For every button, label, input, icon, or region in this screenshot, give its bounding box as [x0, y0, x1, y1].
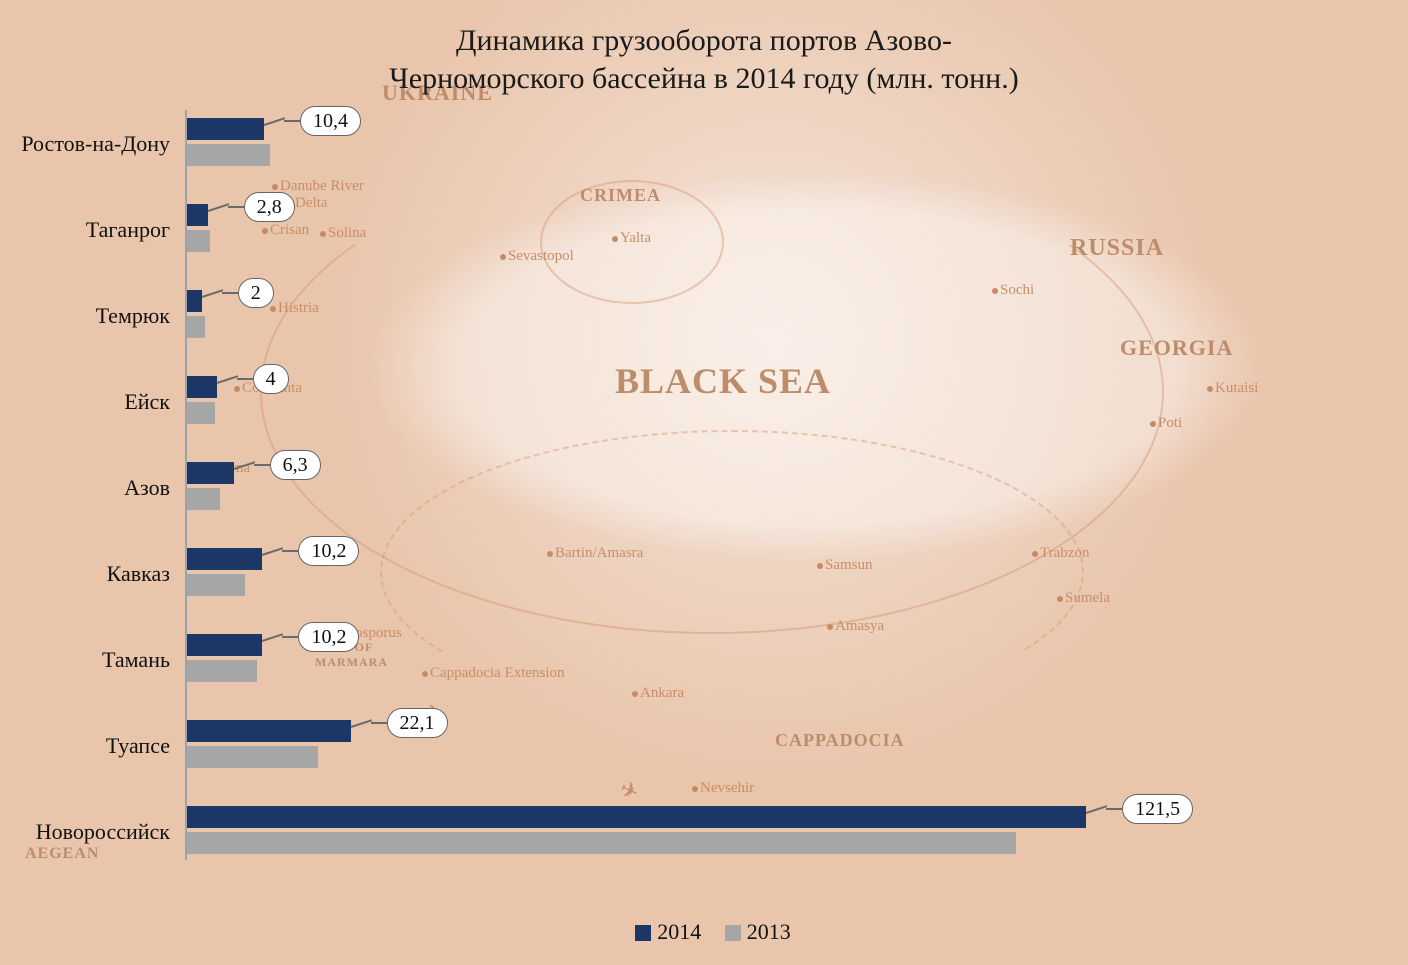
bar-2013 — [187, 574, 245, 596]
category-label: Новороссийск — [36, 819, 170, 845]
bar-2014 — [187, 204, 208, 226]
value-label: 10,2 — [298, 622, 359, 652]
bar-2014 — [187, 806, 1086, 828]
chart-row: Ростов-на-Дону10,4 — [185, 110, 1385, 178]
chart-row: Новороссийск121,5 — [185, 798, 1385, 866]
leader-line — [207, 203, 229, 212]
leader-line — [201, 289, 223, 298]
value-label: 2 — [238, 278, 274, 308]
bar-2014 — [187, 634, 262, 656]
leader-line — [264, 117, 286, 126]
bar-2014 — [187, 376, 217, 398]
bar-2013 — [187, 746, 318, 768]
legend-swatch-2014 — [635, 925, 651, 941]
chart-row: Тамань10,2 — [185, 626, 1385, 694]
bar-chart: Ростов-на-Дону10,4 Таганрог2,8 Темрюк2 Ейск… — [185, 110, 1385, 860]
category-label: Ейск — [124, 389, 170, 415]
chart-row: Таганрог2,8 — [185, 196, 1385, 264]
bar-2013 — [187, 144, 270, 166]
category-label: Азов — [124, 475, 170, 501]
chart-row: Ейск4 — [185, 368, 1385, 436]
bar-2013 — [187, 488, 220, 510]
leader-line — [1086, 805, 1108, 814]
bar-2014 — [187, 462, 234, 484]
leader-line — [350, 719, 372, 728]
legend-label-2013: 2013 — [747, 919, 791, 944]
leader-line — [233, 461, 255, 470]
chart-row: Темрюк2 — [185, 282, 1385, 350]
chart-row: Кавказ10,2 — [185, 540, 1385, 608]
category-label: Тамань — [102, 647, 170, 673]
category-label: Таганрог — [86, 217, 170, 243]
value-label: 121,5 — [1122, 794, 1193, 824]
leader-line — [262, 547, 284, 556]
leader-line — [254, 464, 272, 466]
leader-line — [237, 378, 255, 380]
bar-2013 — [187, 832, 1016, 854]
value-label: 4 — [253, 364, 289, 394]
category-label: Ростов-на-Дону — [21, 131, 170, 157]
legend-swatch-2013 — [725, 925, 741, 941]
category-label: Темрюк — [96, 303, 170, 329]
value-label: 10,2 — [298, 536, 359, 566]
bar-2014 — [187, 290, 202, 312]
value-label: 6,3 — [270, 450, 321, 480]
bar-2013 — [187, 230, 210, 252]
value-label: 10,4 — [300, 106, 361, 136]
legend-label-2014: 2014 — [657, 919, 701, 944]
legend: 2014 2013 — [0, 919, 1408, 945]
bar-2013 — [187, 660, 257, 682]
leader-line — [216, 375, 238, 384]
category-label: Туапсе — [106, 733, 170, 759]
bar-2014 — [187, 118, 264, 140]
bar-2013 — [187, 316, 205, 338]
bar-2014 — [187, 548, 262, 570]
value-label: 22,1 — [387, 708, 448, 738]
bar-2014 — [187, 720, 351, 742]
leader-line — [371, 722, 389, 724]
category-label: Кавказ — [107, 561, 170, 587]
value-label: 2,8 — [244, 192, 295, 222]
chart-row: Туапсе22,1 — [185, 712, 1385, 780]
chart-row: Азов6,3 — [185, 454, 1385, 522]
leader-line — [262, 633, 284, 642]
bar-2013 — [187, 402, 215, 424]
